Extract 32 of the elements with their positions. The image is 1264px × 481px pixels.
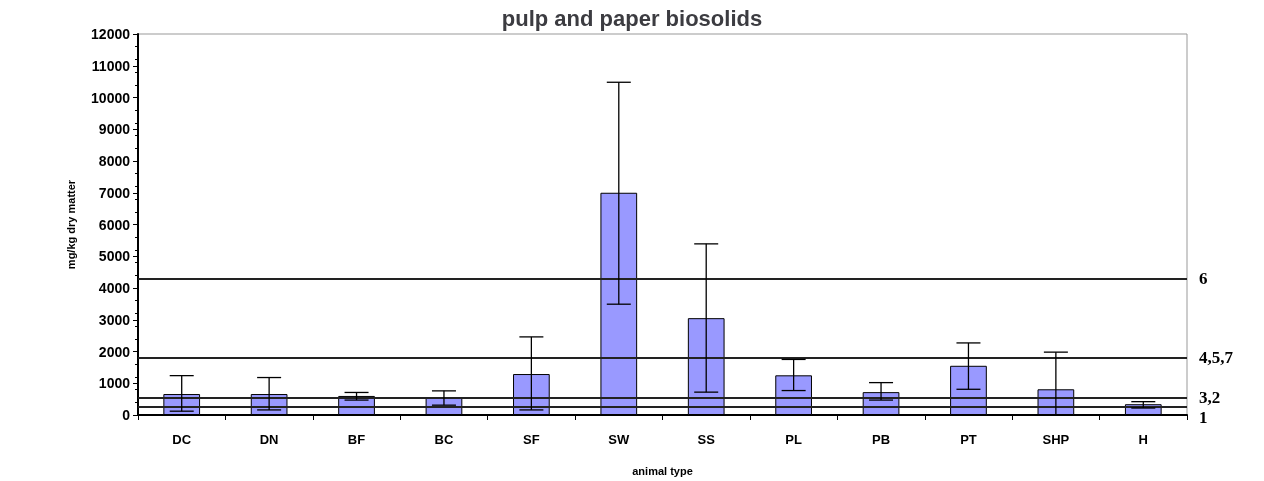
x-tick-label: SHP: [1042, 432, 1070, 447]
y-tick-label: 11000: [91, 57, 131, 74]
x-tick-label: SS: [697, 432, 716, 447]
x-tick-label: DN: [259, 432, 279, 447]
text: 3,2: [1199, 387, 1221, 407]
y-tick-label: 2000: [98, 343, 131, 360]
chart-title: pulp and paper biosolids: [501, 5, 763, 31]
y-axis-title: mg/kg dry matter: [64, 179, 77, 270]
x-tick-label: DC: [172, 432, 192, 447]
x-axis-title: animal type: [632, 464, 693, 477]
x-tick-label: SW: [608, 432, 630, 447]
x-tick-label: PT: [960, 432, 977, 447]
y-tick-label: 7000: [98, 184, 131, 201]
x-tick-label: H: [1138, 432, 1148, 447]
text: 4,5,7: [1199, 347, 1234, 367]
y-tick-label: 8000: [98, 153, 131, 169]
y-tick-label: 12000: [91, 26, 131, 42]
x-tick-label: PL: [785, 432, 802, 447]
y-tick-label: 6000: [98, 216, 131, 233]
y-tick-label: 1000: [98, 375, 131, 392]
x-tick-label: SF: [523, 432, 540, 447]
x-tick-label: PB: [872, 432, 891, 447]
y-tick-label: 5000: [98, 248, 131, 265]
x-tick-label: BC: [434, 432, 454, 447]
y-tick-label: 10000: [91, 89, 131, 106]
y-tick-label: 3000: [98, 311, 131, 328]
y-tick-label: 4000: [98, 280, 131, 296]
text: 1: [1199, 407, 1208, 427]
y-tick-label: 9000: [98, 121, 131, 138]
y-tick-label: 0: [122, 407, 131, 423]
text: 6: [1199, 269, 1208, 289]
x-tick-label: BF: [347, 432, 366, 447]
